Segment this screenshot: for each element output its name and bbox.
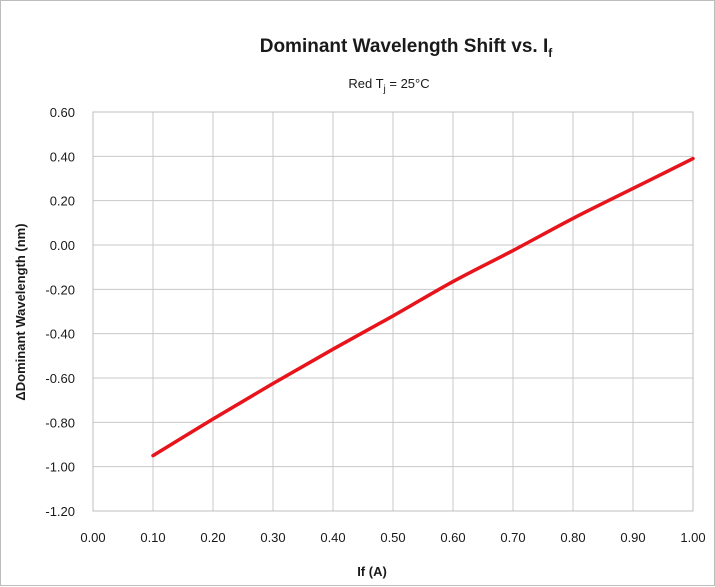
series-line — [151, 156, 695, 458]
x-tick-label: 1.00 — [680, 530, 705, 545]
y-tick-label: 0.40 — [50, 149, 75, 164]
chart-subtitle-subscript: j — [383, 84, 386, 95]
x-tick-label: 0.00 — [80, 530, 105, 545]
x-tick-label: 0.40 — [320, 530, 345, 545]
chart-title-subscript: f — [548, 46, 553, 60]
y-tick-label: 0.60 — [50, 105, 75, 120]
chart-subtitle-prefix: Red T — [348, 76, 383, 91]
x-tick-label: 0.60 — [440, 530, 465, 545]
chart-subtitle-suffix: = 25°C — [386, 76, 430, 91]
y-tick-label: -0.40 — [45, 327, 75, 342]
chart-subtitle: Red Tj = 25°C — [348, 76, 429, 95]
x-tick-label: 0.30 — [260, 530, 285, 545]
x-tick-label: 0.80 — [560, 530, 585, 545]
series-layer — [151, 156, 695, 458]
y-axis-label: ΔDominant Wavelength (nm) — [13, 223, 28, 400]
y-tick-labels: 0.60 0.40 0.20 0.00 -0.20 -0.40 -0.60 -0.80 -1.0… — [45, 105, 75, 519]
y-tick-label: -1.20 — [45, 504, 75, 519]
y-tick-label: -0.60 — [45, 371, 75, 386]
x-tick-label: 0.20 — [200, 530, 225, 545]
y-tick-label: -1.00 — [45, 460, 75, 475]
plot-area-border — [92, 111, 694, 512]
chart-title: Dominant Wavelength Shift vs. If — [260, 36, 554, 60]
y-tick-label: 0.00 — [50, 238, 75, 253]
gridlines — [92, 111, 694, 512]
chart-title-main: Dominant Wavelength Shift vs. I — [260, 36, 549, 57]
x-axis-label: If (A) — [357, 564, 387, 579]
x-tick-label: 0.10 — [140, 530, 165, 545]
x-tick-label: 0.70 — [500, 530, 525, 545]
y-tick-label: -0.80 — [45, 415, 75, 430]
y-tick-label: 0.20 — [50, 194, 75, 209]
x-tick-label: 0.90 — [620, 530, 645, 545]
y-tick-label: -0.20 — [45, 282, 75, 297]
x-tick-labels: 0.00 0.10 0.20 0.30 0.40 0.50 0.60 0.70 0.80 0.90… — [80, 530, 705, 545]
x-tick-label: 0.50 — [380, 530, 405, 545]
